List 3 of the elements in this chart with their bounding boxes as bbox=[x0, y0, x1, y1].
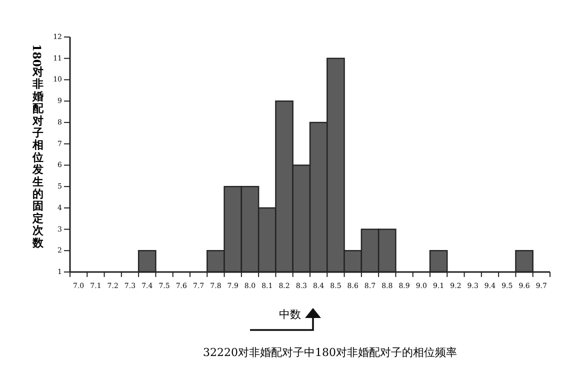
text: 中数 bbox=[279, 308, 301, 321]
ylabel: 180对非婚配对子相位发生的固定次数 bbox=[30, 44, 44, 250]
text: 32220对非婚配对子中180对非婚配对子的相位频率 bbox=[203, 346, 457, 359]
